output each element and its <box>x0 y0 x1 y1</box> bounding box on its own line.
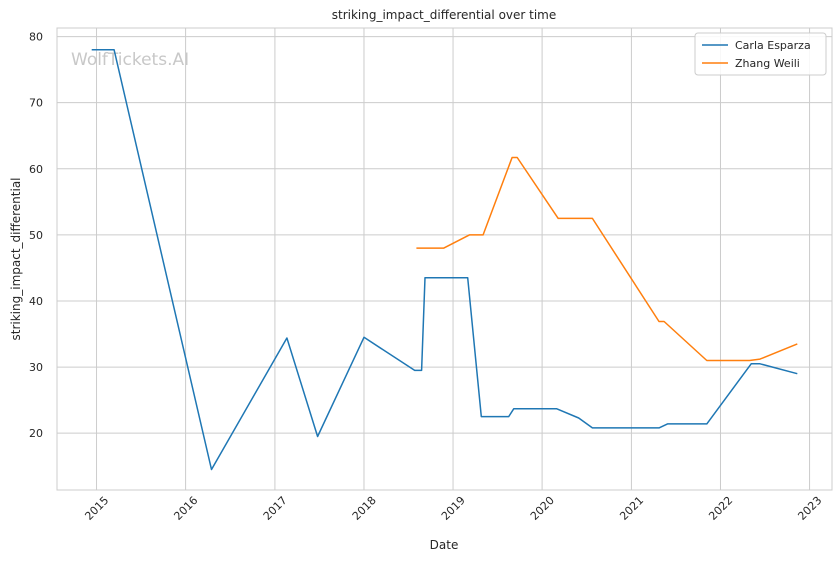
series-line-0 <box>91 49 798 471</box>
y-tick-label: 50 <box>29 229 43 242</box>
x-tick-label: 2021 <box>617 494 646 523</box>
plot-background <box>57 28 832 490</box>
y-tick-label: 20 <box>29 427 43 440</box>
grid <box>57 28 832 490</box>
legend: Carla Esparza Zhang Weili <box>694 32 827 76</box>
series-line-1 <box>416 156 798 362</box>
x-tick-label: 2015 <box>82 494 111 523</box>
chart-title: striking_impact_differential over time <box>332 8 557 22</box>
x-tick-label: 2017 <box>261 494 290 523</box>
y-tick-label: 30 <box>29 361 43 374</box>
y-tick-label: 80 <box>29 31 43 44</box>
x-axis-title: Date <box>430 538 459 552</box>
legend-label-0: Carla Esparza <box>735 39 811 52</box>
x-tick-label: 2019 <box>439 494 468 523</box>
x-tick-labels: 2015 2016 2017 2018 2019 2020 2021 2022 2023 <box>82 494 824 523</box>
watermark: WolfTickets.AI <box>71 50 189 70</box>
y-tick-labels: 20 30 40 50 60 70 80 <box>29 31 43 441</box>
legend-label-1: Zhang Weili <box>735 57 800 70</box>
y-tick-label: 70 <box>29 97 43 110</box>
x-tick-label: 2022 <box>706 494 735 523</box>
x-tick-label: 2016 <box>171 494 200 523</box>
legend-box <box>694 32 827 76</box>
y-tick-label: 40 <box>29 295 43 308</box>
x-tick-label: 2023 <box>795 494 824 523</box>
series-layer <box>91 49 798 471</box>
x-tick-label: 2020 <box>528 494 557 523</box>
y-tick-label: 60 <box>29 163 43 176</box>
plot-frame <box>56 27 833 491</box>
x-tick-label: 2018 <box>350 494 379 523</box>
y-axis-title: striking_impact_differential <box>9 177 23 340</box>
